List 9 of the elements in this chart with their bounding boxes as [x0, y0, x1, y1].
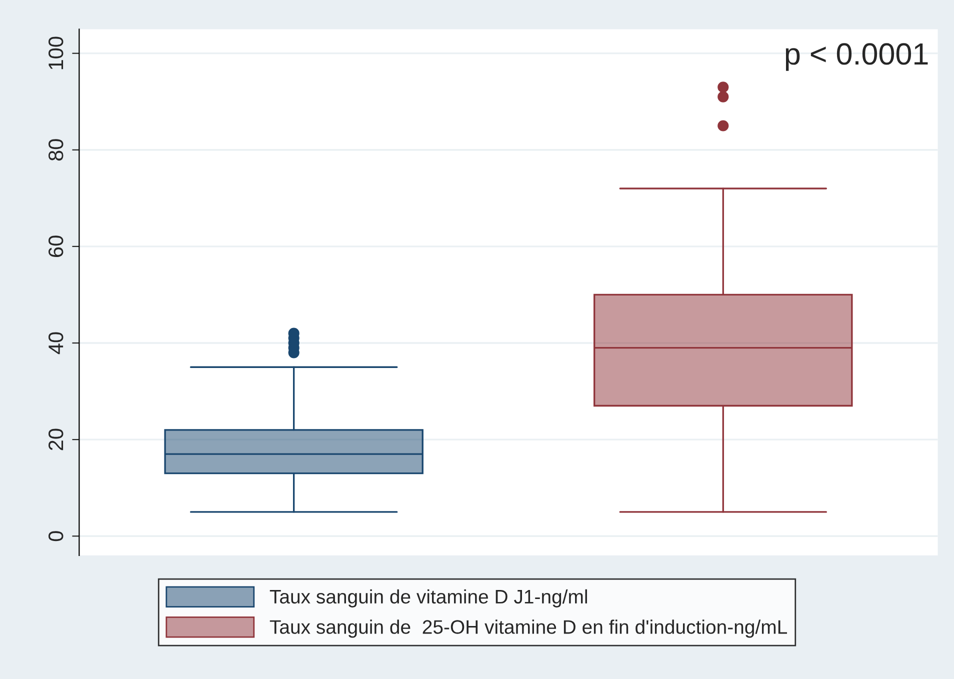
y-tick-label: 100	[48, 36, 64, 70]
y-tick-label: 0	[48, 531, 64, 542]
y-tick-label: 20	[48, 428, 64, 450]
legend-label: Taux sanguin de 25-OH vitamine D en fin d'induction-ng/mL	[270, 620, 787, 638]
y-tick-label: 40	[48, 332, 64, 354]
y-tick-label: 80	[48, 139, 64, 161]
annotation: p < 0.0001	[786, 43, 928, 71]
y-tick-label: 60	[48, 236, 64, 257]
legend-label: Taux sanguin de vitamine D J1-ng/ml	[270, 589, 587, 608]
